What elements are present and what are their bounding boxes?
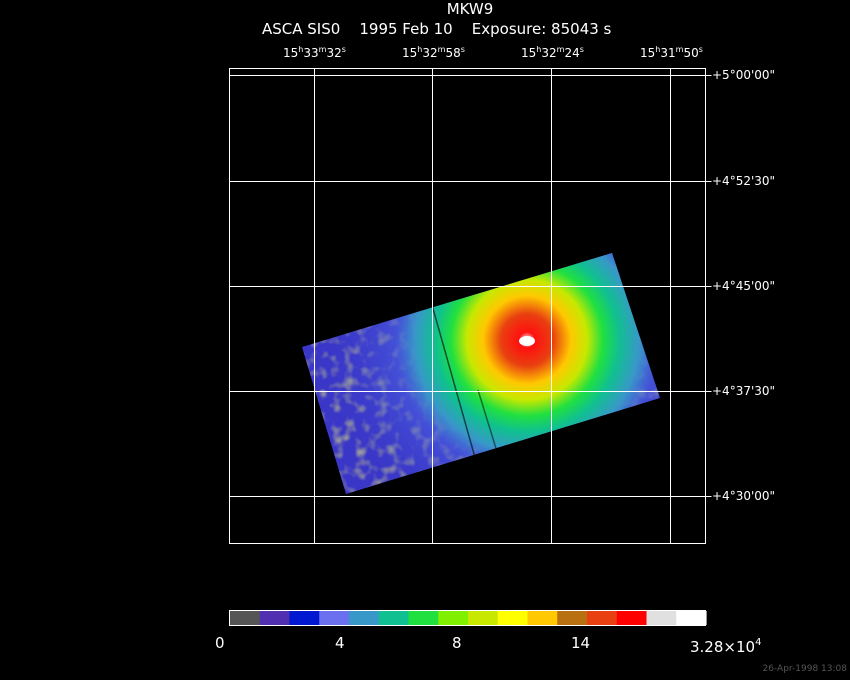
colorbar-swatch bbox=[259, 611, 291, 625]
image-title: MKW9 bbox=[45, 0, 850, 18]
colorbar-label-max: 3.28×104 bbox=[690, 637, 762, 656]
dec-label-4: +4°37'30" bbox=[712, 384, 776, 398]
colorbar-swatch bbox=[557, 611, 588, 625]
colorbar-label-8: 8 bbox=[452, 634, 462, 652]
dec-label-5: +4°30'00" bbox=[712, 489, 776, 503]
colorbar-swatch bbox=[438, 611, 469, 625]
dec-label-1: +5°00'00" bbox=[712, 68, 776, 82]
colorbar bbox=[230, 611, 707, 625]
colorbar-swatch bbox=[497, 611, 529, 625]
colorbar-swatch bbox=[527, 611, 558, 625]
colorbar-frame bbox=[229, 610, 706, 626]
colorbar-label-14: 14 bbox=[571, 634, 591, 652]
colorbar-swatch bbox=[587, 611, 618, 625]
colorbar-swatch bbox=[230, 611, 261, 625]
image-subtitle: ASCA SIS0 1995 Feb 10 Exposure: 85043 s bbox=[262, 20, 612, 38]
colorbar-swatch bbox=[378, 611, 410, 625]
dec-label-3: +4°45'00" bbox=[712, 279, 776, 293]
colorbar-swatch bbox=[408, 611, 439, 625]
colorbar-swatch bbox=[676, 611, 707, 625]
colorbar-swatch bbox=[646, 611, 677, 625]
ra-label-2: 15h32m58s bbox=[402, 45, 465, 60]
timestamp: 26-Apr-1998 13:08 bbox=[762, 664, 847, 674]
detector-image bbox=[302, 253, 660, 494]
ra-label-3: 15h32m24s bbox=[521, 45, 584, 60]
colorbar-label-0: 0 bbox=[215, 634, 225, 652]
colorbar-swatch bbox=[319, 611, 350, 625]
ra-label-4: 15h31m50s bbox=[640, 45, 703, 60]
dec-label-2: +4°52'30" bbox=[712, 174, 776, 188]
colorbar-swatch bbox=[349, 611, 380, 625]
colorbar-swatch bbox=[616, 611, 648, 625]
colorbar-swatch bbox=[468, 611, 499, 625]
title-text: MKW9 bbox=[446, 0, 494, 18]
colorbar-swatch bbox=[289, 611, 320, 625]
grid-lines bbox=[229, 68, 712, 544]
colorbar-label-4: 4 bbox=[335, 634, 345, 652]
ra-label-1: 15h33m32s bbox=[283, 45, 346, 60]
